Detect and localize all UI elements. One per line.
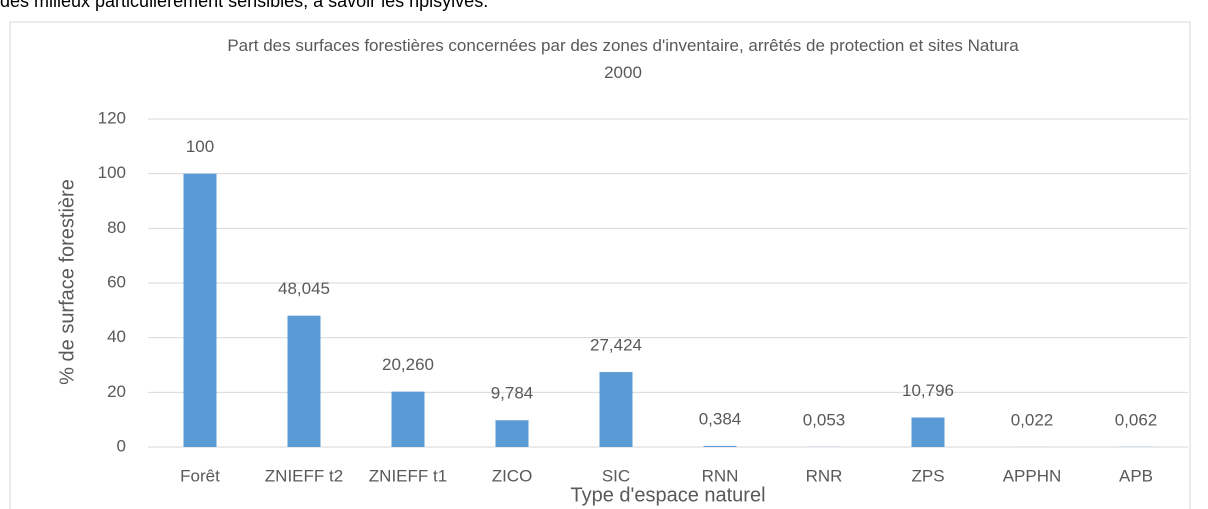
y-tick-label: 120 [98,108,126,127]
x-tick-label: RNR [806,466,843,485]
value-label: 0,053 [803,410,846,429]
bar [911,417,945,447]
value-label: 0,384 [699,409,742,428]
y-tick-label: 0 [117,436,126,455]
x-tick-label: RNN [702,466,739,485]
y-tick-label: 40 [107,327,126,346]
bar [703,445,737,447]
x-tick-label: SIC [602,466,630,485]
y-tick-label: 80 [107,218,126,237]
value-label: 9,784 [491,384,534,403]
bar [183,173,217,447]
chart-title: Part des surfaces forestières concernées… [227,36,1019,82]
x-tick-label: APPHN [1003,466,1062,485]
value-label: 100 [186,137,214,156]
value-label: 27,424 [590,336,642,355]
x-tick-label: ZICO [492,466,533,485]
value-label: 0,022 [1011,410,1054,429]
chart-title-box: Part des surfaces forestières concernées… [227,36,1019,82]
bar [495,420,529,447]
y-tick-label: 60 [107,272,126,291]
x-axis-title: Type d'espace naturel [570,484,765,506]
bar [391,391,425,447]
x-tick-label: ZPS [911,466,944,485]
x-tick-label: Forêt [180,466,220,485]
paragraph: des milieux particulièrement sensibles, … [0,0,488,11]
value-label: 10,796 [902,381,954,400]
bar [287,315,321,447]
y-tick-label: 20 [107,382,126,401]
value-label: 0,062 [1115,410,1158,429]
x-tick-label: ZNIEFF t1 [369,466,447,485]
value-label: 48,045 [278,279,330,298]
value-label: 20,260 [382,355,434,374]
bar [599,372,633,447]
x-tick-label: ZNIEFF t2 [265,466,343,485]
y-axis-title: % de surface forestière [56,179,78,385]
x-tick-label: APB [1119,466,1153,485]
y-tick-label: 100 [98,163,126,182]
